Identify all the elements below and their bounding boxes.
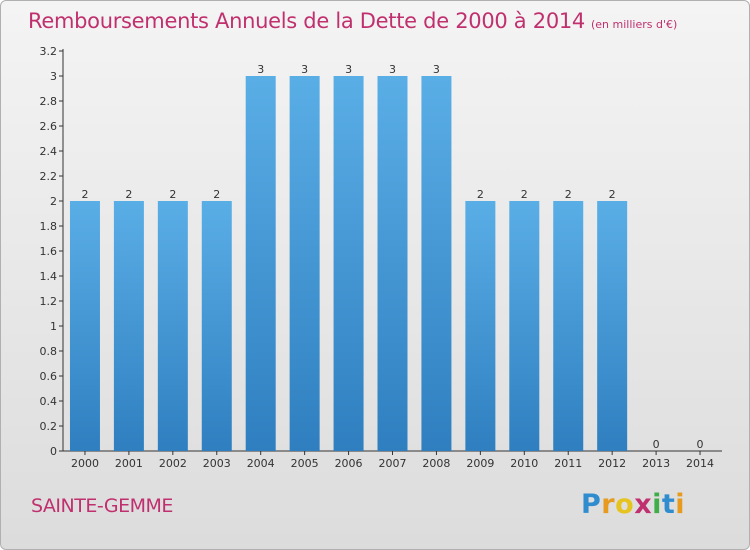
bars [69,76,628,451]
data-label: 3 [257,63,264,76]
data-label: 2 [213,188,220,201]
y-tick-label: 2.8 [40,95,58,108]
y-tick-label: 0.4 [40,395,58,408]
x-tick-label: 2006 [335,457,363,470]
bar [333,76,364,451]
x-tick-label: 2008 [422,457,450,470]
bar [465,201,496,451]
chart-title: Remboursements Annuels de la Dette de 20… [28,9,677,33]
x-tick-label: 2012 [598,457,626,470]
y-tick-label: 3.2 [40,45,58,58]
y-tick-label: 0.6 [40,370,58,383]
x-tick-label: 2002 [159,457,187,470]
data-label: 3 [345,63,352,76]
bar [509,201,540,451]
bar [289,76,320,451]
x-tick-label: 2005 [291,457,319,470]
chart-title-unit: (en milliers d'€) [591,18,678,31]
y-tick-label: 2.2 [40,170,58,183]
y-tick-label: 2.6 [40,120,58,133]
bar [553,201,584,451]
x-tick-label: 2013 [642,457,670,470]
logo-letter: i [675,489,686,520]
y-tick-label: 3 [50,70,57,83]
x-tick-label: 2009 [466,457,494,470]
x-tick-label: 2004 [247,457,275,470]
y-tick-label: 1.2 [40,295,58,308]
data-label: 2 [81,188,88,201]
x-tick-label: 2011 [554,457,582,470]
x-tick-label: 2001 [115,457,143,470]
data-label: 2 [565,188,572,201]
logo-letter: i [652,489,662,520]
data-label: 0 [653,438,660,451]
y-tick-label: 0.8 [40,345,58,358]
data-label: 2 [169,188,176,201]
logo-letter: r [601,489,616,520]
y-tick-label: 0.2 [40,420,58,433]
data-labels: 2 2 2 2 3 3 3 3 3 2 2 2 2 0 0 [81,63,703,451]
bar [377,76,408,451]
x-tick-label: 2000 [71,457,99,470]
bar [245,76,276,451]
y-tick-label: 0 [50,445,57,458]
data-label: 2 [609,188,616,201]
data-label: 2 [521,188,528,201]
data-label: 3 [301,63,308,76]
y-tick-label: 1.8 [40,220,58,233]
data-label: 0 [697,438,704,451]
proxiti-logo: Proxiti [581,489,685,520]
bar [157,201,188,451]
y-tick-label: 2 [50,195,57,208]
y-tick-label: 1.6 [40,245,58,258]
chart-title-text: Remboursements Annuels de la Dette de 20… [28,9,585,33]
logo-letter: o [615,489,635,520]
data-label: 3 [389,63,396,76]
commune-name: SAINTE-GEMME [31,495,173,517]
data-label: 3 [433,63,440,76]
bar [69,201,100,451]
bar [201,201,232,451]
x-tick-label: 2003 [203,457,231,470]
y-tick-label: 1 [50,320,57,333]
data-label: 2 [477,188,484,201]
bar [421,76,452,451]
logo-letter: P [581,489,602,520]
logo-letter: t [661,489,676,520]
y-tick-label: 1.4 [40,270,58,283]
data-label: 2 [125,188,132,201]
axes: 0 0.2 0.4 0.6 0.8 1 1.2 1.4 1.6 1.8 2 2.2 2.4 2.6 2.8 3… [40,45,722,470]
x-tick-label: 2007 [379,457,407,470]
x-tick-label: 2014 [686,457,714,470]
logo-letter: x [634,489,653,520]
y-tick-label: 2.4 [40,145,58,158]
x-tick-label: 2010 [510,457,538,470]
bar [113,201,144,451]
bar [597,201,628,451]
